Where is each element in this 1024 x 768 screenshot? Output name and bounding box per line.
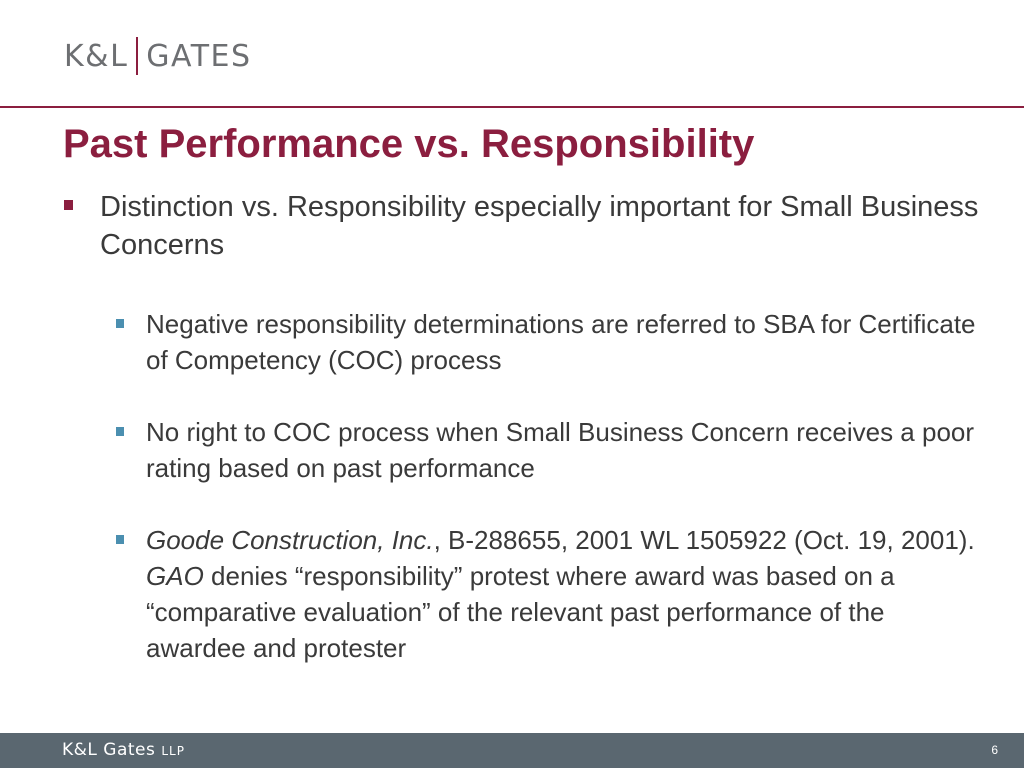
sub-bullet-1: Negative responsibility determinations a… — [116, 306, 976, 378]
sub-bullet-2: No right to COC process when Small Busin… — [116, 414, 976, 486]
bullet-level1: Distinction vs. Responsibility especiall… — [64, 188, 980, 264]
footer-brand-name: K&L Gates — [62, 740, 156, 760]
logo-left-text: K&L — [64, 38, 129, 74]
sub-bullet-1-text: Negative responsibility determinations a… — [146, 309, 976, 375]
square-bullet-icon — [116, 319, 124, 328]
slide-title: Past Performance vs. Responsibility — [63, 122, 755, 166]
square-bullet-icon — [116, 535, 124, 544]
header-rule — [0, 106, 1024, 108]
page-number: 6 — [991, 743, 998, 757]
bullet-level1-text: Distinction vs. Responsibility especiall… — [100, 191, 979, 261]
case-citation: , B-288655, 2001 WL 1505922 (Oct. 19, 20… — [433, 525, 975, 555]
footer-brand: K&L Gates LLP — [62, 740, 185, 760]
square-bullet-icon — [116, 427, 124, 436]
footer-bar: K&L Gates LLP 6 — [0, 733, 1024, 768]
footer-brand-suffix: LLP — [161, 744, 185, 758]
logo-right-text: GATES — [146, 38, 252, 74]
agency-name: GAO — [146, 561, 204, 591]
square-bullet-icon — [64, 200, 73, 210]
logo-divider — [136, 37, 139, 75]
firm-logo: K&L GATES — [64, 37, 252, 75]
sub-bullet-3: Goode Construction, Inc., B-288655, 2001… — [116, 522, 976, 666]
sub-bullet-2-text: No right to COC process when Small Busin… — [146, 417, 975, 483]
case-holding: denies “responsibility” protest where aw… — [146, 561, 895, 663]
case-name: Goode Construction, Inc. — [146, 525, 434, 555]
